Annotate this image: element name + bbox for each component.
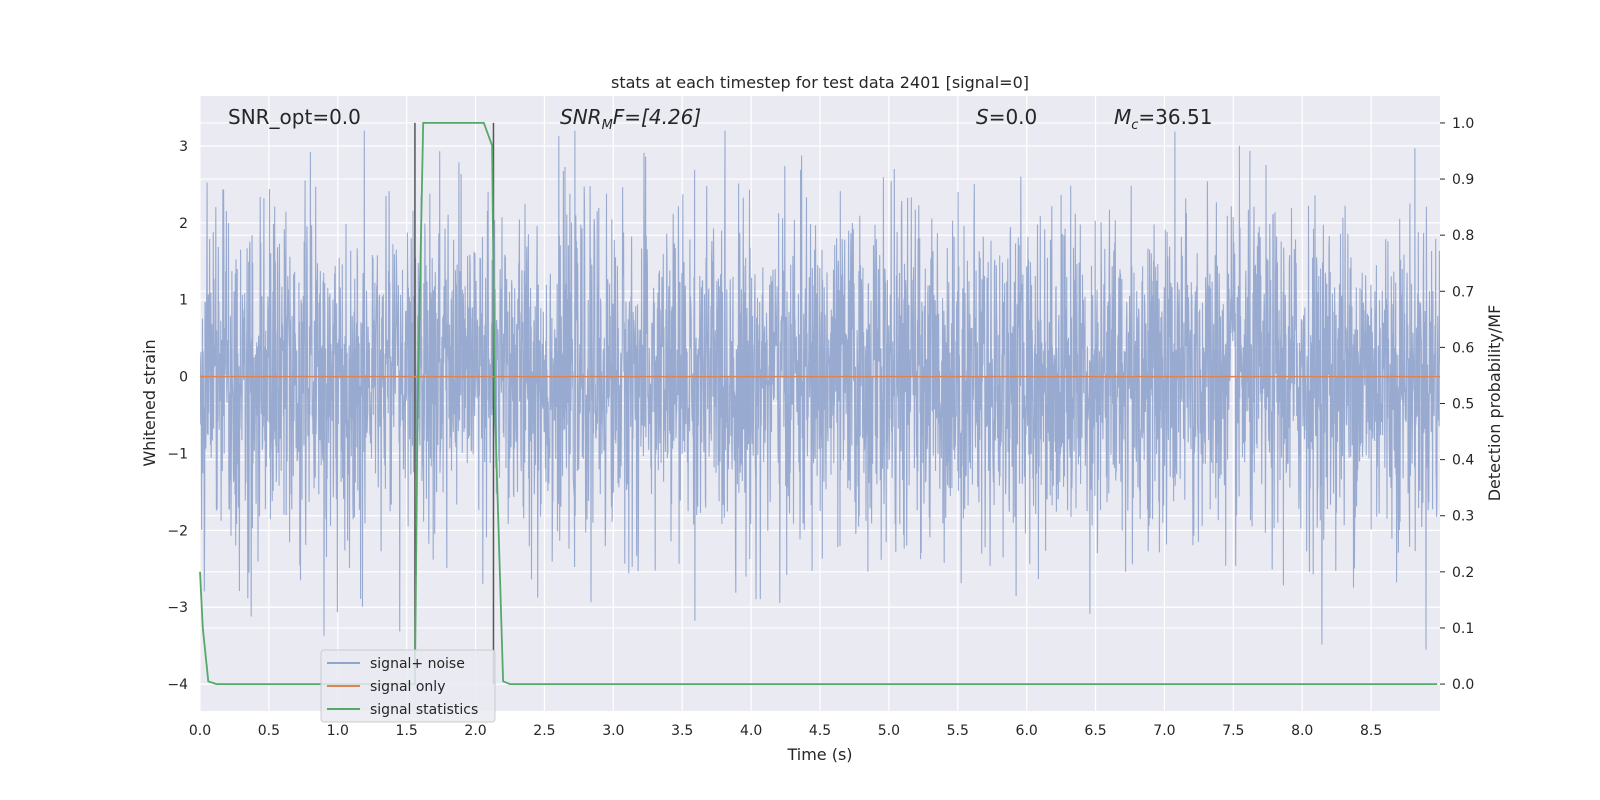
x-tick-label: 1.5 — [396, 723, 418, 739]
y2-axis-label: Detection probability/MF — [1485, 305, 1504, 502]
y-axis-label: Whitened strain — [140, 339, 159, 466]
x-tick-label: 8.0 — [1291, 723, 1313, 739]
y-tick-label: −3 — [167, 600, 188, 616]
y2-tick-label: 0.0 — [1452, 677, 1474, 693]
y2-tick-label: 0.6 — [1452, 340, 1474, 356]
y-tick-label: 1 — [179, 293, 188, 309]
x-tick-label: 5.5 — [947, 723, 969, 739]
y-tick-label: 3 — [179, 139, 188, 155]
noise-trace — [200, 130, 1440, 650]
legend-label-signal-statistics: signal statistics — [370, 702, 478, 718]
legend-label-signal-only: signal only — [370, 679, 445, 695]
annotation-snr-mf: SNRMF=[4.26] — [560, 105, 701, 133]
x-tick-label: 0.0 — [189, 723, 211, 739]
series-signal-noise — [200, 130, 1440, 650]
annotation-snr-opt: SNR_opt=0.0 — [228, 105, 361, 129]
y2-tick-label: 0.3 — [1452, 509, 1474, 525]
y-tick-label: 0 — [179, 370, 188, 386]
legend-label-signal-noise: signal+ noise — [370, 656, 465, 672]
x-tick-label: 7.5 — [1222, 723, 1244, 739]
y-tick-label: −1 — [167, 446, 188, 462]
x-tick-label: 3.5 — [671, 723, 693, 739]
x-tick-label: 0.5 — [258, 723, 280, 739]
x-tick-label: 4.5 — [809, 723, 831, 739]
annotation-s: S=0.0 — [976, 105, 1037, 129]
annotation-snr-mf-base: SNR — [560, 105, 602, 129]
x-tick-label: 8.5 — [1360, 723, 1382, 739]
legend-box — [320, 649, 496, 723]
x-tick-label: 5.0 — [878, 723, 900, 739]
x-tick-label: 6.5 — [1084, 723, 1106, 739]
y2-tick-label: 0.2 — [1452, 565, 1474, 581]
y-tick-label: 2 — [179, 216, 188, 232]
y2-tick-label: 0.1 — [1452, 621, 1474, 637]
annotation-mc-italic: M — [1114, 105, 1131, 129]
y2-tick-label: 0.8 — [1452, 228, 1474, 244]
annotation-s-rest: =0.0 — [989, 105, 1038, 129]
y-tick-label: −4 — [167, 677, 188, 693]
x-tick-label: 2.0 — [464, 723, 486, 739]
annotation-mc: Mc=36.51 — [1114, 105, 1212, 133]
annotation-snr-mf-sub: M — [602, 118, 613, 133]
x-axis-label: Time (s) — [786, 745, 852, 764]
annotation-snr-mf-rest: F=[4.26] — [613, 105, 701, 129]
x-tick-label: 6.0 — [1016, 723, 1038, 739]
annotation-mc-sub: c — [1131, 118, 1138, 133]
y-tick-labels: −4 −3 −2 −1 0 1 2 3 — [167, 139, 188, 693]
annotation-mc-rest: =36.51 — [1138, 105, 1212, 129]
x-tick-labels: 0.0 0.5 1.0 1.5 2.0 2.5 3.0 3.5 4.0 4.5 5.0 5.5 6.0 6… — [189, 723, 1382, 739]
y2-tick-labels: 0.0 0.1 0.2 0.3 0.4 0.5 0.6 0.7 0.8 0.9 1.0 — [1440, 116, 1474, 693]
legend: signal+ noise signal only signal statist… — [320, 649, 496, 723]
chart-title: stats at each timestep for test data 240… — [611, 73, 1029, 92]
x-tick-label: 3.0 — [602, 723, 624, 739]
y2-tick-label: 0.9 — [1452, 172, 1474, 188]
x-tick-label: 7.0 — [1153, 723, 1175, 739]
x-tick-label: 2.5 — [533, 723, 555, 739]
x-tick-label: 1.0 — [327, 723, 349, 739]
series-signal-statistics — [199, 122, 1438, 685]
y2-tick-label: 1.0 — [1452, 116, 1474, 132]
x-tick-label: 4.0 — [740, 723, 762, 739]
y-tick-label: −2 — [167, 523, 188, 539]
annotation-s-italic: S — [976, 105, 989, 129]
y2-tick-label: 0.4 — [1452, 453, 1474, 469]
y2-tick-label: 0.5 — [1452, 397, 1474, 413]
y2-tick-label: 0.7 — [1452, 284, 1474, 300]
